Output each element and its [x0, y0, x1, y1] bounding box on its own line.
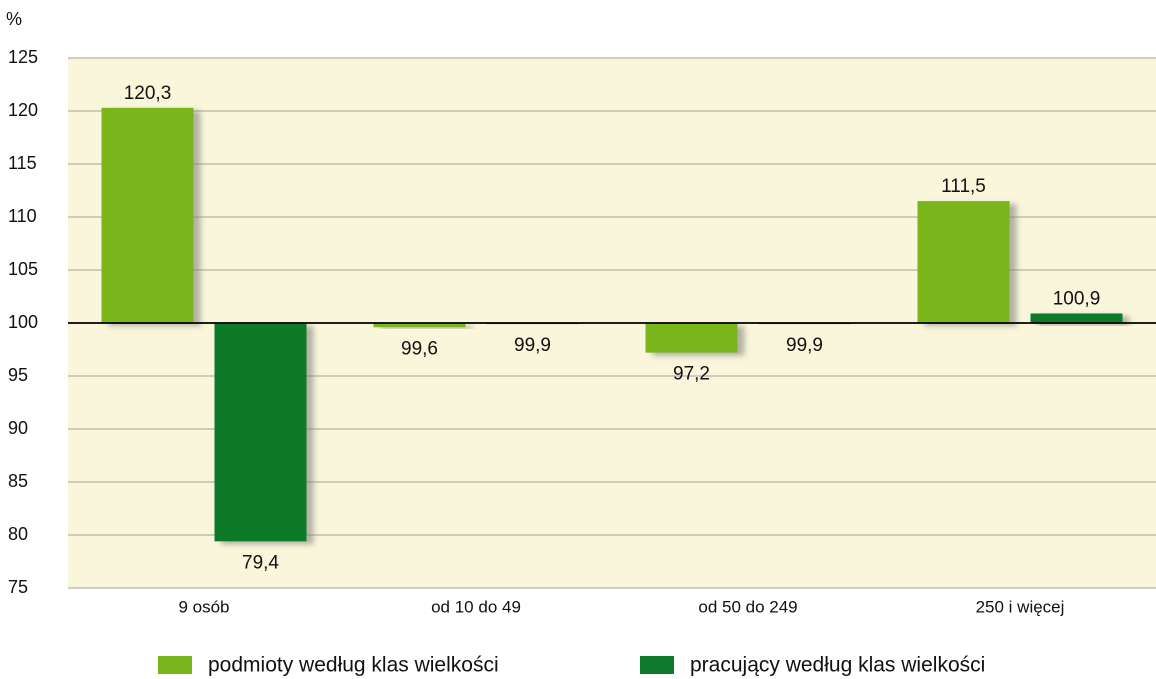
y-axis-label: % [6, 9, 22, 29]
y-tick-label: 110 [8, 206, 37, 226]
y-tick-label: 95 [8, 365, 28, 385]
legend-label: podmioty według klas wielkości [208, 654, 499, 677]
value-label: 79,4 [242, 552, 279, 573]
value-label: 99,9 [514, 335, 551, 356]
y-tick-label: 75 [8, 577, 28, 597]
x-tick-label: od 10 do 49 [431, 597, 521, 616]
y-tick-label: 90 [8, 418, 28, 438]
y-tick-label: 105 [8, 259, 38, 279]
x-tick-label: od 50 do 249 [698, 597, 797, 616]
value-label: 111,5 [941, 176, 986, 197]
value-label: 99,9 [786, 335, 823, 356]
bar [101, 107, 194, 323]
y-tick-label: 115 [8, 153, 37, 173]
y-tick-label: 85 [8, 471, 28, 491]
value-label: 99,6 [401, 338, 438, 359]
bar [214, 323, 307, 542]
legend-swatch [158, 656, 192, 674]
bar [373, 323, 466, 328]
bar [1030, 313, 1123, 323]
y-tick-label: 125 [8, 47, 38, 67]
x-tick-label: 250 i więcej [976, 597, 1065, 616]
legend-swatch [640, 656, 674, 674]
y-tick-label: 120 [8, 100, 38, 120]
bar [645, 323, 738, 353]
value-label: 120,3 [124, 83, 172, 104]
value-label: 97,2 [673, 364, 710, 385]
value-label: 100,9 [1053, 288, 1101, 309]
y-tick-label: 80 [8, 524, 28, 544]
legend-label: pracujący według klas wielkości [690, 654, 985, 677]
x-tick-label: 9 osób [178, 597, 229, 616]
bar [917, 201, 1010, 323]
y-tick-label: 100 [8, 312, 38, 332]
